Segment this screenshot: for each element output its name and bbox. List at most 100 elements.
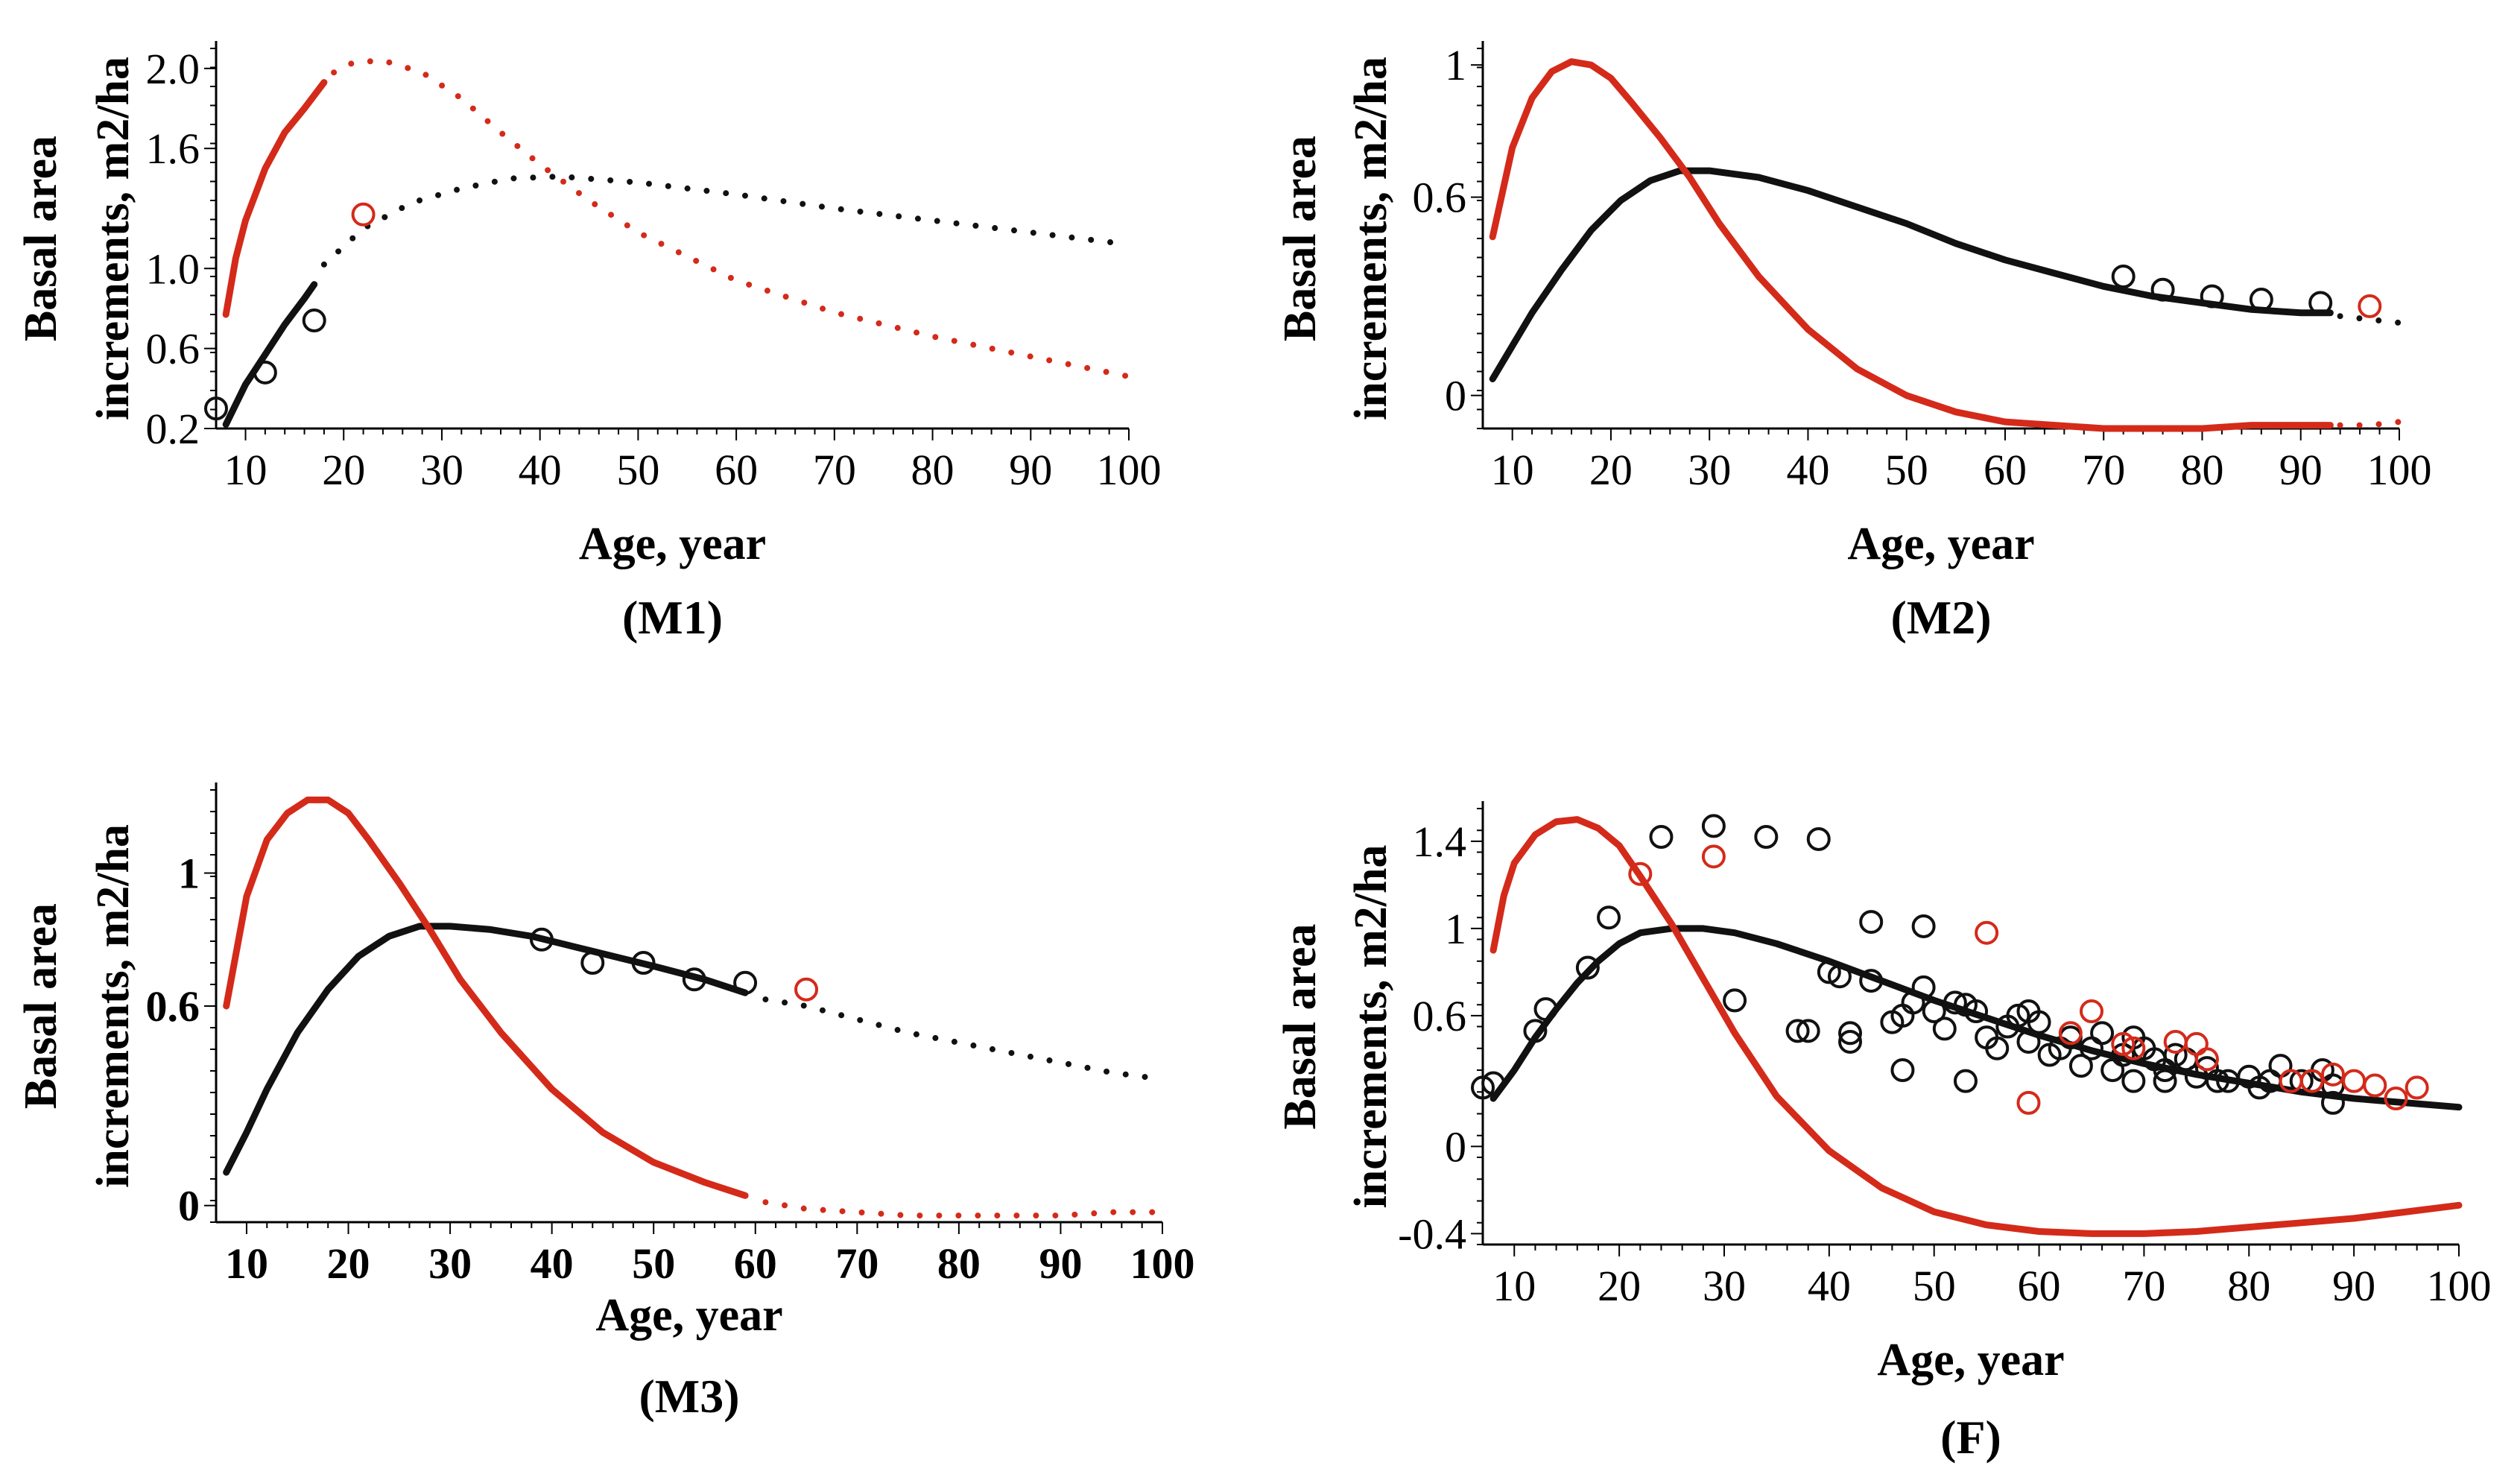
y-axis-title-line2: increments, m2/ha: [1346, 57, 1396, 420]
y-tick-label: 1: [1445, 41, 1466, 89]
x-tick-label: 50: [632, 1239, 675, 1288]
series-fit-red-solid: [222, 79, 328, 318]
x-axis-title: Age, year: [595, 1290, 782, 1341]
x-tick-label: 30: [1703, 1262, 1746, 1310]
data-point-black: [2016, 1029, 2041, 1054]
x-tick-label: 40: [1786, 446, 1829, 494]
x-tick-label: 60: [715, 446, 758, 494]
y-tick-label: 1: [178, 850, 200, 898]
data-point-black: [1943, 990, 1967, 1015]
data-point-black: [631, 951, 656, 975]
data-point-black: [1838, 1021, 1863, 1046]
data-point-black: [2163, 1043, 2188, 1067]
x-tick-label: 90: [1039, 1239, 1082, 1288]
panel-label: (M1): [622, 591, 723, 644]
data-point-black: [1806, 826, 1831, 851]
data-point-black: [1817, 960, 1841, 984]
series-fit-black-solid: [222, 281, 318, 429]
x-tick-label: 60: [2018, 1262, 2061, 1310]
data-point-black: [1597, 905, 1621, 930]
x-tick-label: 40: [531, 1239, 574, 1288]
data-point-black: [1723, 988, 1747, 1013]
data-point-black: [2268, 1054, 2293, 1078]
x-tick-label: 60: [734, 1239, 777, 1288]
x-tick-label: 90: [2279, 446, 2323, 494]
data-point-red: [2358, 294, 2382, 318]
y-axis-title-line1: Basal area: [1275, 136, 1326, 341]
data-point-black: [2100, 1058, 2125, 1082]
data-point-black: [2111, 265, 2136, 288]
data-point-black: [1575, 955, 1600, 980]
data-point-red: [2363, 1073, 2387, 1098]
x-tick-label: 80: [2180, 446, 2223, 494]
x-tick-label: 40: [519, 446, 562, 494]
data-point-black: [1754, 825, 1779, 850]
series-fit-red-solid: [1489, 816, 2463, 1237]
x-tick-label: 90: [2332, 1262, 2375, 1310]
x-axis-title: Age, year: [579, 519, 766, 569]
data-point-black: [1785, 1019, 1810, 1043]
y-axis-title-line2: increments, m2/ha: [1346, 845, 1396, 1209]
x-tick-label: 50: [1913, 1262, 1956, 1310]
series-fit-black-dotted: [762, 996, 1165, 1083]
data-point-black: [1481, 1071, 1506, 1095]
data-point-black: [2200, 284, 2224, 309]
data-point-black: [1523, 1019, 1548, 1043]
data-point-black: [1911, 914, 1936, 938]
data-point-black: [1533, 997, 1558, 1022]
data-point-black: [2150, 277, 2175, 302]
data-point-black: [580, 951, 605, 975]
x-tick-label: 10: [1491, 446, 1534, 494]
chart-panel-m1: 10 20 30 40 50 60 70 80 90 100 0.2 0.6 1.0 1.6 2.0 Age,…: [16, 41, 1162, 644]
data-point-black: [733, 970, 758, 995]
y-tick-label: 0.6: [1413, 174, 1467, 222]
y-tick-label: 1.6: [146, 124, 200, 173]
data-point-red: [2405, 1075, 2429, 1100]
data-point-black: [2249, 288, 2273, 312]
x-tick-label: 30: [420, 446, 463, 494]
x-tick-label: 50: [1885, 446, 1928, 494]
data-point-red: [2163, 1029, 2188, 1054]
y-tick-label: 0.6: [146, 982, 200, 1031]
data-point-black: [1922, 999, 1946, 1024]
data-point-black: [1953, 1069, 1978, 1093]
data-point-black: [1701, 814, 1726, 838]
data-point-red: [2342, 1069, 2367, 1093]
data-point-black: [2068, 1054, 2093, 1078]
x-tick-label: 60: [1984, 446, 2027, 494]
y-tick-label: 0: [1445, 372, 1466, 420]
data-point-black: [2090, 1021, 2115, 1046]
x-tick-label: 50: [616, 446, 659, 494]
data-point-red: [2016, 1090, 2041, 1115]
x-tick-label: 20: [1589, 446, 1633, 494]
data-point-red: [2320, 1062, 2345, 1087]
y-axis-title-line1: Basal area: [16, 903, 66, 1109]
chart-panel-m2: 10 20 30 40 50 60 70 80 90 100 0 0.6 1 Age, year Basal…: [1275, 41, 2432, 644]
data-point-red: [1628, 861, 1653, 886]
series-fit-red-solid: [223, 796, 749, 1199]
x-tick-label: 90: [1009, 446, 1052, 494]
y-axis-title-line1: Basal area: [1275, 923, 1326, 1129]
data-point-red: [1701, 844, 1726, 869]
data-point-black: [302, 309, 326, 333]
data-point-black: [2308, 291, 2333, 315]
x-tick-label: 10: [1492, 1262, 1536, 1310]
data-point-black: [1827, 964, 1852, 989]
data-point-black: [1471, 1075, 1495, 1100]
x-tick-label: 100: [2427, 1262, 2492, 1310]
x-tick-label: 80: [2227, 1262, 2270, 1310]
data-point-red: [2079, 999, 2103, 1024]
series-fit-black-solid: [1489, 167, 2334, 382]
data-point-black: [253, 360, 277, 385]
series-fit-red-solid: [1489, 58, 2334, 432]
data-point-black: [1649, 825, 1674, 850]
data-point-black: [2153, 1069, 2177, 1093]
data-point-black: [682, 967, 706, 992]
data-point-black: [2006, 1003, 2030, 1028]
y-axis-title-line1: Basal area: [16, 136, 66, 341]
x-tick-label: 70: [2122, 1262, 2165, 1310]
data-point-black: [2027, 1010, 2051, 1034]
data-point-black: [1911, 975, 1936, 999]
data-point-red: [2121, 1036, 2146, 1060]
x-tick-label: 40: [1808, 1262, 1851, 1310]
